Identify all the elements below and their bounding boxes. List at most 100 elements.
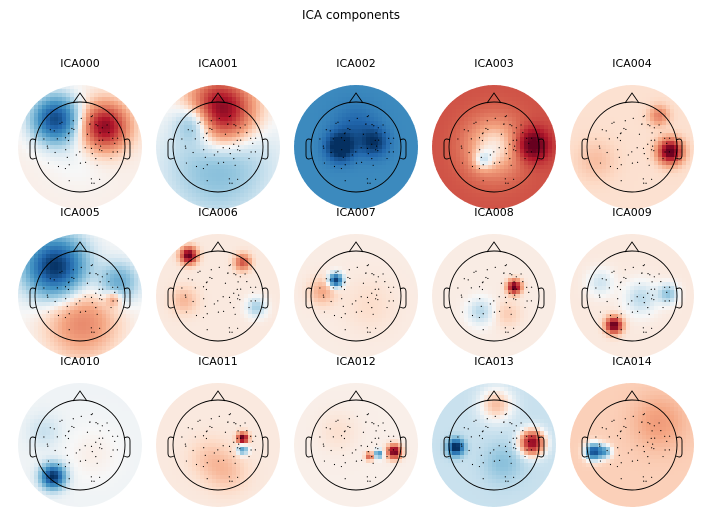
nose: [486, 390, 502, 402]
sensor-markers: [595, 264, 671, 333]
topomap-field: [432, 383, 556, 507]
figure-title: ICA components: [301, 8, 401, 22]
topomap-cell: ICA004: [567, 57, 697, 209]
sensor-markers: [457, 264, 533, 333]
right-ear: [537, 436, 545, 458]
head-outline: [448, 399, 540, 491]
topomap-field: [18, 85, 142, 209]
sensor-markers: [457, 413, 533, 482]
sensor-markers: [457, 115, 533, 184]
sensor-markers: [319, 115, 395, 184]
left-ear: [167, 287, 175, 309]
sensor-markers: [181, 413, 257, 482]
topomap-cell: ICA009: [567, 206, 697, 358]
head-outline: [34, 250, 126, 342]
left-ear: [29, 138, 37, 160]
topomap: [294, 85, 418, 209]
topomap-field: [294, 383, 418, 507]
nose: [624, 390, 640, 402]
topomap: [156, 85, 280, 209]
right-ear: [537, 287, 545, 309]
topomap-cell: ICA002: [291, 57, 421, 209]
left-ear: [443, 436, 451, 458]
topomap: [18, 383, 142, 507]
topomap-title: ICA002: [336, 57, 376, 70]
topomap-title: ICA008: [474, 206, 514, 219]
left-ear: [305, 138, 313, 160]
head-outline: [448, 101, 540, 193]
topomap: [570, 234, 694, 358]
nose: [210, 92, 226, 104]
right-ear: [675, 436, 683, 458]
topomap-field: [294, 85, 418, 209]
topomap: [18, 234, 142, 358]
topomap-title: ICA005: [60, 206, 100, 219]
head-outline: [172, 399, 264, 491]
head-outline: [34, 399, 126, 491]
topomap: [432, 85, 556, 209]
topomap-field: [156, 383, 280, 507]
nose: [348, 390, 364, 402]
right-ear: [123, 138, 131, 160]
topomap-title: ICA001: [198, 57, 238, 70]
topomap-cell: ICA012: [291, 355, 421, 507]
topomap-title: ICA009: [612, 206, 652, 219]
topomap-cell: ICA013: [429, 355, 559, 507]
topomap: [294, 234, 418, 358]
right-ear: [399, 138, 407, 160]
topomap-cell: ICA000: [15, 57, 145, 209]
topomap-field: [156, 234, 280, 358]
left-ear: [167, 138, 175, 160]
topomap-cell: ICA006: [153, 206, 283, 358]
topomap-cell: ICA008: [429, 206, 559, 358]
topomap-title: ICA010: [60, 355, 100, 368]
right-ear: [399, 287, 407, 309]
topomap: [156, 234, 280, 358]
head-outline: [172, 250, 264, 342]
nose: [210, 241, 226, 253]
topomap-cell: ICA010: [15, 355, 145, 507]
sensor-markers: [595, 115, 671, 184]
left-ear: [305, 436, 313, 458]
right-ear: [675, 138, 683, 160]
topomap-title: ICA006: [198, 206, 238, 219]
right-ear: [123, 436, 131, 458]
topomap-cell: ICA014: [567, 355, 697, 507]
left-ear: [581, 287, 589, 309]
topomap-field: [570, 85, 694, 209]
topomap-field: [432, 85, 556, 209]
head-outline: [34, 101, 126, 193]
left-ear: [443, 138, 451, 160]
right-ear: [261, 436, 269, 458]
left-ear: [581, 138, 589, 160]
nose: [348, 241, 364, 253]
topomap-field: [570, 234, 694, 358]
topomap-title: ICA004: [612, 57, 652, 70]
topomap: [294, 383, 418, 507]
topomap-title: ICA014: [612, 355, 652, 368]
topomap: [570, 85, 694, 209]
nose: [486, 241, 502, 253]
sensor-markers: [43, 264, 119, 333]
head-outline: [586, 250, 678, 342]
topomap-title: ICA011: [198, 355, 238, 368]
left-ear: [167, 436, 175, 458]
head-outline: [310, 399, 402, 491]
topomap-field: [432, 234, 556, 358]
sensor-markers: [43, 115, 119, 184]
left-ear: [29, 436, 37, 458]
nose: [486, 92, 502, 104]
topomap-title: ICA013: [474, 355, 514, 368]
right-ear: [261, 138, 269, 160]
nose: [210, 390, 226, 402]
sensor-markers: [181, 264, 257, 333]
nose: [72, 92, 88, 104]
head-outline: [448, 250, 540, 342]
topomap-cell: ICA007: [291, 206, 421, 358]
topomap-field: [18, 383, 142, 507]
topomap: [432, 234, 556, 358]
nose: [624, 241, 640, 253]
right-ear: [123, 287, 131, 309]
left-ear: [581, 436, 589, 458]
right-ear: [261, 287, 269, 309]
